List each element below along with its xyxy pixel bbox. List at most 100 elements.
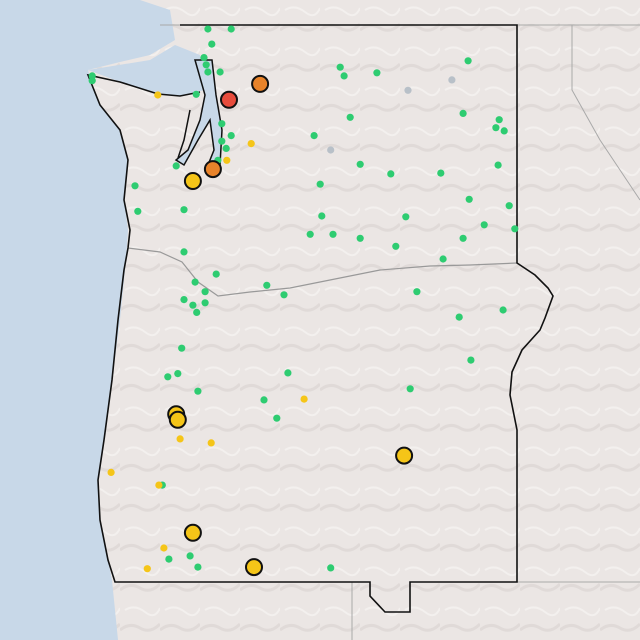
highlighted-monitor-point-usg[interactable] xyxy=(203,160,222,179)
monitor-point-good[interactable] xyxy=(200,54,208,62)
monitor-point-good[interactable] xyxy=(492,124,500,132)
monitor-point-good[interactable] xyxy=(356,160,364,168)
monitor-point-good[interactable] xyxy=(318,212,326,220)
washington-oregon-border xyxy=(127,247,518,297)
monitor-point-good[interactable] xyxy=(204,25,212,33)
monitor-point-good[interactable] xyxy=(310,132,318,140)
monitor-point-good[interactable] xyxy=(164,373,172,381)
monitor-point-good[interactable] xyxy=(356,234,364,242)
monitor-point-moderate[interactable] xyxy=(143,565,151,573)
monitor-point-good[interactable] xyxy=(465,195,473,203)
monitor-point-good[interactable] xyxy=(464,57,472,65)
monitor-point-good[interactable] xyxy=(346,113,354,121)
highlighted-monitor-point-usg[interactable] xyxy=(251,74,270,93)
monitor-point-good[interactable] xyxy=(306,230,314,238)
monitor-point-good[interactable] xyxy=(373,69,381,77)
monitor-point-good[interactable] xyxy=(227,25,235,33)
monitor-point-good[interactable] xyxy=(413,288,421,296)
monitor-point-good[interactable] xyxy=(186,552,194,560)
monitor-point-good[interactable] xyxy=(88,77,96,85)
highlighted-monitor-point-moderate[interactable] xyxy=(183,172,202,190)
monitor-point-moderate[interactable] xyxy=(300,395,308,403)
monitor-point-good[interactable] xyxy=(495,116,503,124)
monitor-point-good[interactable] xyxy=(192,90,200,98)
monitor-point-good[interactable] xyxy=(216,68,224,76)
highlighted-monitor-point-moderate[interactable] xyxy=(395,446,414,465)
monitor-point-good[interactable] xyxy=(134,207,142,215)
monitor-point-good[interactable] xyxy=(273,414,281,422)
monitor-point-good[interactable] xyxy=(212,270,220,278)
puget-sound xyxy=(174,59,223,172)
monitor-points xyxy=(88,25,519,577)
monitor-point-good[interactable] xyxy=(208,40,216,48)
monitor-point-good[interactable] xyxy=(201,299,209,307)
monitor-point-good[interactable] xyxy=(202,61,210,69)
monitor-point-good[interactable] xyxy=(194,563,202,571)
monitor-point-good[interactable] xyxy=(459,109,467,117)
strait-of-juan-de-fuca xyxy=(88,45,205,96)
monitor-point-good[interactable] xyxy=(392,242,400,250)
neighbor-borders xyxy=(160,24,640,640)
monitor-point-good[interactable] xyxy=(480,221,488,229)
monitor-point-moderate[interactable] xyxy=(176,435,184,443)
monitor-point-good[interactable] xyxy=(260,396,268,404)
monitor-point-good[interactable] xyxy=(180,296,188,304)
hood-canal xyxy=(177,109,191,159)
monitor-point-good[interactable] xyxy=(327,564,335,572)
highlighted-monitor-point-unhealthy[interactable] xyxy=(220,90,238,109)
monitor-point-moderate[interactable] xyxy=(160,544,168,552)
monitor-point-nodata[interactable] xyxy=(448,76,456,84)
monitor-point-good[interactable] xyxy=(499,306,507,314)
monitor-point-good[interactable] xyxy=(178,344,186,352)
monitor-point-good[interactable] xyxy=(131,182,139,190)
monitor-point-moderate[interactable] xyxy=(207,439,215,447)
monitor-point-good[interactable] xyxy=(284,369,292,377)
monitor-point-good[interactable] xyxy=(194,387,202,395)
monitor-point-good[interactable] xyxy=(406,385,414,393)
monitor-point-moderate[interactable] xyxy=(154,91,162,99)
monitor-point-good[interactable] xyxy=(263,281,271,289)
monitor-point-good[interactable] xyxy=(467,356,475,364)
monitor-point-good[interactable] xyxy=(174,370,182,378)
pacific-ocean xyxy=(0,0,175,640)
monitor-point-good[interactable] xyxy=(180,248,188,256)
highlighted-monitor-point-moderate[interactable] xyxy=(183,523,202,542)
monitor-point-good[interactable] xyxy=(222,144,230,152)
monitor-point-good[interactable] xyxy=(336,63,344,71)
monitor-point-good[interactable] xyxy=(459,234,467,242)
state-outline xyxy=(86,24,554,613)
monitor-point-moderate[interactable] xyxy=(223,156,231,164)
monitor-point-good[interactable] xyxy=(439,255,447,263)
monitor-point-good[interactable] xyxy=(193,308,201,316)
monitor-point-good[interactable] xyxy=(189,301,197,309)
highlighted-monitor-point-moderate[interactable] xyxy=(245,558,263,577)
monitor-point-good[interactable] xyxy=(455,313,463,321)
monitor-point-good[interactable] xyxy=(218,120,226,128)
monitor-point-good[interactable] xyxy=(280,291,288,299)
monitor-point-good[interactable] xyxy=(172,162,180,170)
monitor-point-good[interactable] xyxy=(165,555,173,563)
monitor-point-good[interactable] xyxy=(180,206,188,214)
monitor-point-good[interactable] xyxy=(191,278,199,286)
monitor-point-moderate[interactable] xyxy=(247,140,255,148)
monitor-point-good[interactable] xyxy=(511,225,519,233)
monitor-point-nodata[interactable] xyxy=(327,146,335,154)
monitor-point-good[interactable] xyxy=(500,127,508,135)
monitor-point-good[interactable] xyxy=(494,161,502,169)
monitor-point-good[interactable] xyxy=(316,180,324,188)
monitor-point-nodata[interactable] xyxy=(404,86,412,94)
monitor-point-good[interactable] xyxy=(204,68,212,76)
monitor-point-good[interactable] xyxy=(437,169,445,177)
monitor-point-moderate[interactable] xyxy=(155,481,163,489)
monitor-point-moderate[interactable] xyxy=(107,468,115,476)
monitor-point-good[interactable] xyxy=(201,288,209,296)
monitor-point-good[interactable] xyxy=(387,170,395,178)
monitor-point-good[interactable] xyxy=(227,132,235,140)
highlighted-monitor-point-moderate[interactable] xyxy=(168,410,187,429)
monitor-point-good[interactable] xyxy=(402,213,410,221)
monitor-point-good[interactable] xyxy=(505,202,513,210)
monitor-point-good[interactable] xyxy=(218,137,226,145)
monitor-point-good[interactable] xyxy=(329,230,337,238)
monitor-point-good[interactable] xyxy=(340,72,348,80)
